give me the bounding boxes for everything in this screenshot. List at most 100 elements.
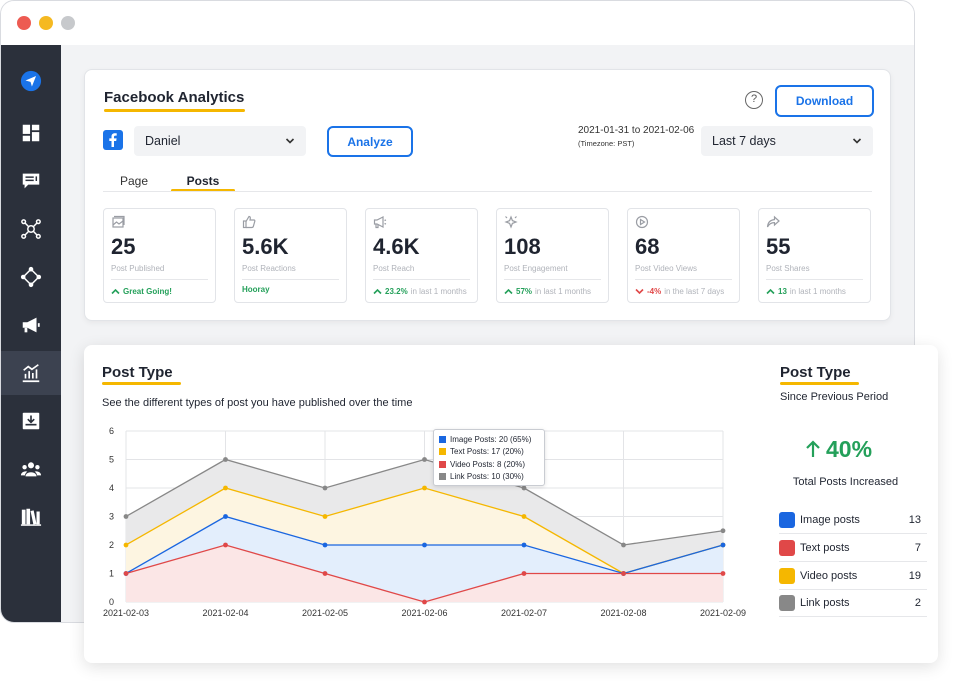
sidebar-item-network[interactable] bbox=[1, 207, 61, 251]
tooltip-line-text: Text Posts: 17 (20%) bbox=[439, 446, 539, 459]
stat-divider bbox=[373, 279, 470, 280]
stat-label: Post Published bbox=[111, 264, 165, 273]
y-tick-label: 6 bbox=[109, 426, 114, 436]
tooltip-swatch bbox=[439, 448, 446, 456]
stat-suffix: in last 1 months bbox=[789, 287, 846, 296]
stat-card-post-published: 25 Post Published Great Going! bbox=[103, 208, 216, 303]
stat-divider bbox=[635, 279, 732, 280]
arrow-down-icon bbox=[635, 288, 644, 295]
arrow-up-icon bbox=[766, 288, 775, 295]
period-select[interactable]: Last 7 days bbox=[701, 126, 873, 156]
post-type-area-chart: 0 1 2 3 4 5 6 2021-02-03 2021-02-04 2021-02-05 202… bbox=[103, 426, 746, 618]
zoom-window-button[interactable] bbox=[61, 16, 75, 30]
stat-label: Post Engagement bbox=[504, 264, 568, 273]
series-point bbox=[223, 514, 228, 519]
series-point bbox=[521, 542, 527, 548]
x-tick-label: 2021-02-05 bbox=[302, 608, 348, 618]
minimize-window-button[interactable] bbox=[39, 16, 53, 30]
series-point bbox=[123, 514, 129, 519]
books-icon bbox=[20, 508, 42, 526]
series-point bbox=[123, 571, 129, 576]
megaphone-icon bbox=[22, 317, 40, 333]
tab-page[interactable]: Page bbox=[119, 174, 149, 188]
series-point bbox=[422, 457, 427, 462]
analyze-button[interactable]: Analyze bbox=[327, 126, 413, 157]
account-select[interactable]: Daniel bbox=[134, 126, 306, 156]
image-icon bbox=[112, 215, 125, 228]
megaphone-icon bbox=[373, 216, 387, 229]
series-point bbox=[322, 514, 328, 519]
sidebar-item-campaigns[interactable] bbox=[1, 303, 61, 347]
title-bar bbox=[1, 1, 914, 45]
stat-divider bbox=[504, 279, 601, 280]
stat-card-post-engagement: 108 Post Engagement 57% in last 1 months bbox=[496, 208, 609, 303]
workflow-icon bbox=[20, 266, 42, 288]
stat-value: 55 bbox=[766, 234, 791, 259]
series-point bbox=[521, 485, 527, 491]
y-tick-label: 2 bbox=[109, 540, 114, 550]
legend-item-text-posts: Text posts 7 bbox=[779, 535, 927, 562]
x-tick-label: 2021-02-04 bbox=[202, 608, 248, 618]
dashboard-icon bbox=[22, 124, 40, 142]
stat-highlight: -4% bbox=[647, 287, 662, 296]
sidebar-item-team[interactable] bbox=[1, 447, 61, 491]
stat-divider bbox=[242, 279, 339, 280]
chevron-down-icon bbox=[285, 138, 295, 144]
thumbs-up-icon bbox=[242, 215, 256, 229]
legend-swatch bbox=[779, 512, 795, 528]
team-icon bbox=[20, 462, 42, 477]
close-window-button[interactable] bbox=[17, 16, 31, 30]
y-tick-label: 4 bbox=[109, 483, 114, 493]
stat-label: Post Video Views bbox=[635, 264, 697, 273]
chevron-down-icon bbox=[852, 138, 862, 144]
stat-highlight: Great Going! bbox=[123, 287, 172, 296]
arrow-up-icon bbox=[504, 288, 513, 295]
series-point bbox=[720, 571, 726, 576]
post-type-description: See the different types of post you have… bbox=[102, 397, 413, 409]
sidebar-item-inbox[interactable] bbox=[1, 399, 61, 443]
legend-label: Video posts bbox=[800, 570, 858, 582]
period-select-value: Last 7 days bbox=[712, 134, 776, 148]
series-point bbox=[223, 457, 228, 462]
stat-card-post-reactions: 5.6K Post Reactions Hooray bbox=[234, 208, 347, 303]
tooltip-swatch bbox=[439, 435, 446, 443]
stat-label: Post Reactions bbox=[242, 264, 296, 273]
post-type-underline bbox=[102, 382, 181, 385]
account-select-value: Daniel bbox=[145, 134, 181, 148]
sidebar-item-library[interactable] bbox=[1, 495, 61, 539]
summary-change-value: 40% bbox=[826, 435, 873, 462]
stat-card-post-reach: 4.6K Post Reach 23.2% in last 1 months bbox=[365, 208, 478, 303]
stat-footer: -4% in the last 7 days bbox=[635, 287, 724, 296]
sidebar-item-workflow[interactable] bbox=[1, 255, 61, 299]
sidebar-logo[interactable] bbox=[1, 59, 61, 103]
tooltip-line-link: Link Posts: 10 (30%) bbox=[439, 471, 539, 484]
legend-label: Image posts bbox=[800, 514, 860, 526]
summary-title: Post Type bbox=[780, 364, 851, 381]
stat-highlight: 13 bbox=[778, 287, 787, 296]
stat-label: Post Shares bbox=[766, 264, 810, 273]
tabs-divider bbox=[103, 191, 872, 192]
tab-posts[interactable]: Posts bbox=[186, 174, 220, 188]
stat-footer: Great Going! bbox=[111, 287, 172, 296]
post-type-title: Post Type bbox=[102, 364, 173, 381]
legend-count: 7 bbox=[914, 542, 921, 554]
help-icon[interactable]: ? bbox=[745, 91, 763, 109]
stat-highlight: Hooray bbox=[242, 285, 270, 294]
download-button[interactable]: Download bbox=[775, 85, 874, 117]
summary-change: 40% bbox=[805, 434, 872, 464]
page-title: Facebook Analytics bbox=[104, 89, 245, 106]
series-point bbox=[521, 571, 527, 576]
message-icon bbox=[22, 173, 40, 189]
series-point bbox=[720, 542, 726, 548]
sidebar-item-dashboard[interactable] bbox=[1, 111, 61, 155]
series-point bbox=[422, 542, 427, 548]
stat-value: 4.6K bbox=[373, 234, 420, 259]
sidebar-item-analytics[interactable] bbox=[1, 351, 61, 395]
arrow-up-icon bbox=[373, 288, 382, 295]
series-point bbox=[621, 571, 626, 576]
sidebar-item-messages[interactable] bbox=[1, 159, 61, 203]
tooltip-text: Link Posts: 10 (30%) bbox=[450, 472, 524, 482]
tooltip-line-image: Image Posts: 20 (65%) bbox=[439, 433, 539, 446]
stat-value: 108 bbox=[504, 234, 541, 259]
legend-label: Text posts bbox=[800, 542, 850, 554]
